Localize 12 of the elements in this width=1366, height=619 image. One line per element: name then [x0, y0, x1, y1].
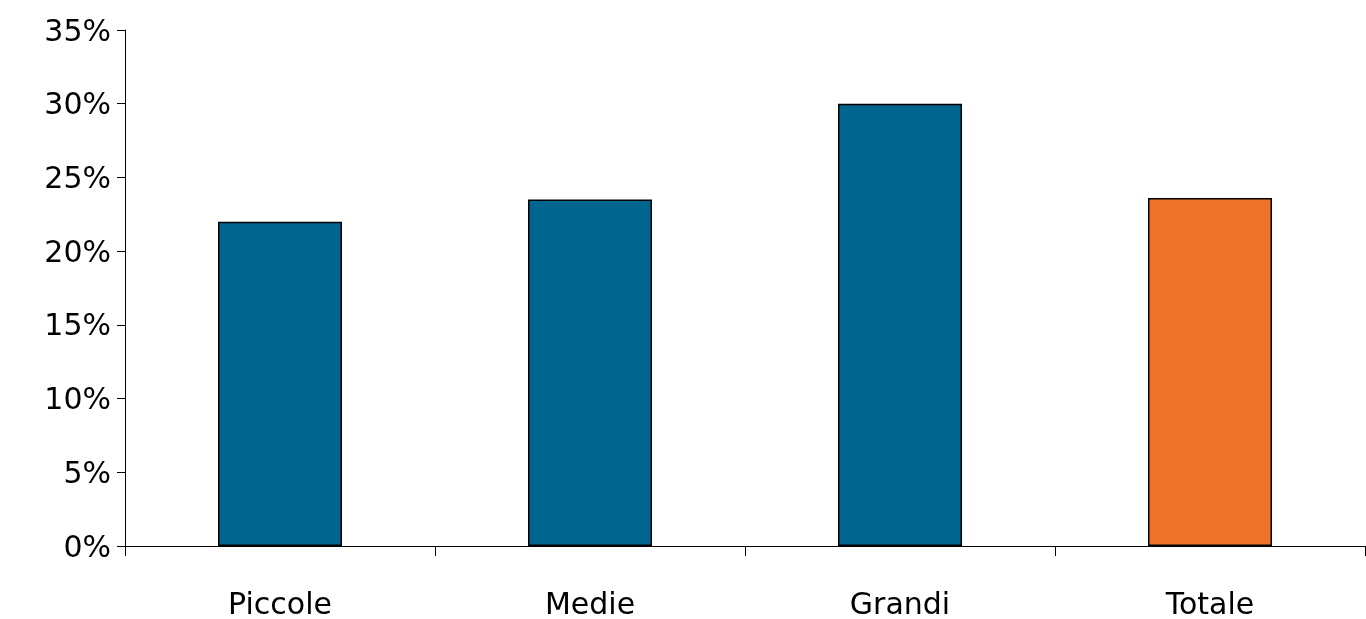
- y-tick-label: 0%: [63, 528, 111, 564]
- y-tick-label: 35%: [44, 12, 111, 48]
- x-tick-label: Medie: [544, 585, 636, 619]
- y-tick-label: 20%: [44, 233, 111, 269]
- y-tick-label: 5%: [63, 454, 111, 490]
- x-tick-label: Piccole: [228, 585, 332, 619]
- y-tick-label: 25%: [44, 159, 111, 195]
- x-tick-label: Grandi: [849, 585, 951, 619]
- y-tick-label: 30%: [44, 86, 111, 122]
- x-tick-label: Totale: [1164, 585, 1255, 619]
- y-tick-label: 10%: [44, 381, 111, 417]
- y-tick-label: 15%: [44, 307, 111, 343]
